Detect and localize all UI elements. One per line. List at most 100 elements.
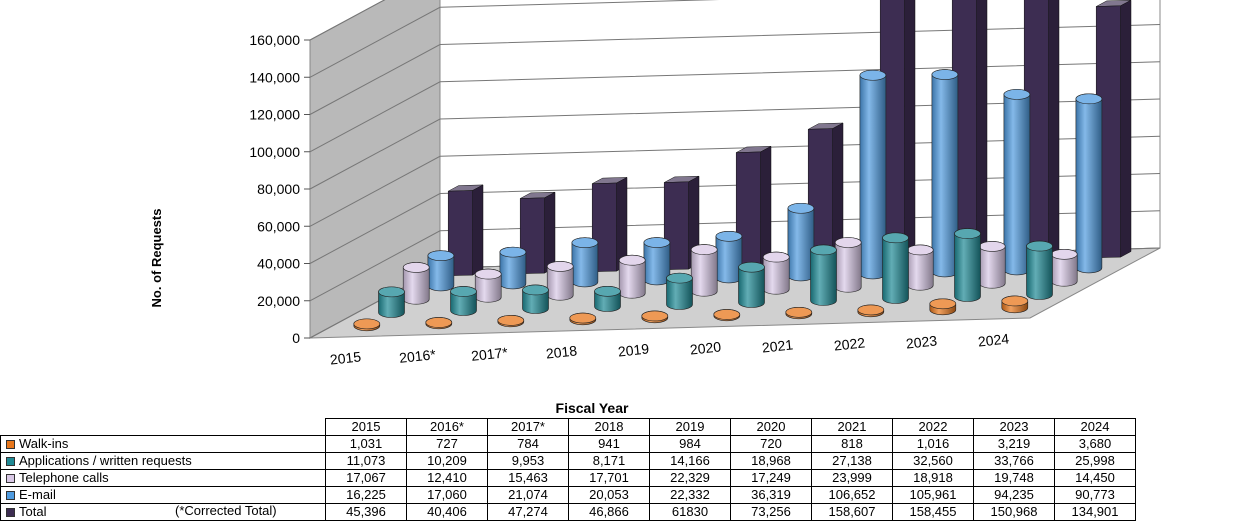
table-cell: 18,968 [730, 452, 812, 470]
bar-front [519, 197, 545, 274]
bar-cap [929, 298, 957, 310]
bar-e-mail [787, 202, 815, 282]
bar-side [904, 0, 916, 264]
bar-walk-ins [425, 317, 453, 330]
bar-telephone-calls [762, 251, 790, 295]
table-cell: 720 [730, 435, 812, 453]
table-cell: 61830 [649, 503, 731, 521]
table-row: Applications / written requests 11,073 10,… [0, 452, 1136, 470]
table-year-header: 2022 [892, 418, 974, 436]
bar-applications-written-requests [450, 286, 477, 316]
y-tick-label: 0 [292, 330, 300, 346]
bar-total [951, 0, 988, 262]
table-cell: 27,138 [811, 452, 893, 470]
bar-walk-ins [857, 304, 885, 318]
bar-total [807, 122, 844, 266]
table-year-header: 2019 [649, 418, 731, 436]
table-cell: 21,074 [487, 486, 569, 504]
bar-e-mail [859, 69, 887, 280]
bar-cap [425, 317, 453, 328]
y-tick-label: 120,000 [249, 107, 300, 123]
table-cell: 90,773 [1054, 486, 1136, 504]
bar-cap [1050, 248, 1078, 260]
table-year-header: 2018 [568, 418, 650, 436]
table-cell: 46,866 [568, 503, 650, 521]
x-category-label: 2020 [689, 338, 722, 357]
table-cell: 18,918 [892, 469, 974, 487]
table-cell: 36,319 [730, 486, 812, 504]
bar-cap [1026, 240, 1053, 252]
table-cell: 984 [649, 435, 731, 453]
x-category-label: 2021 [761, 336, 794, 355]
table-row: E-mail 16,225 17,060 21,074 20,053 22,332 36,3… [0, 486, 1136, 504]
bar-cap [906, 244, 934, 256]
bar-cap [594, 285, 621, 297]
bar-applications-written-requests [738, 261, 765, 308]
table-cell: 158,455 [892, 503, 974, 521]
series-label: E-mail [0, 486, 326, 504]
gridline [309, 210, 1161, 302]
bar-cap [450, 286, 477, 297]
table-cell: 134,901 [1054, 503, 1136, 521]
table-cell: 105,961 [892, 486, 974, 504]
bar-cap [1001, 295, 1029, 307]
table-year-header: 2015 [325, 418, 407, 436]
bar-cap [785, 306, 813, 318]
bar-cap [569, 312, 597, 324]
bar-cap [474, 268, 502, 280]
bar-side [760, 145, 772, 268]
y-axis-title: No. of Requests [149, 209, 164, 308]
y-tick-label: 60,000 [257, 218, 300, 234]
legend-swatch [6, 440, 15, 450]
bar-cap [787, 202, 815, 214]
bar-telephone-calls [978, 241, 1006, 289]
bar-applications-written-requests [954, 228, 981, 302]
table-cell: 33,766 [973, 452, 1055, 470]
x-category-label: 2023 [905, 332, 938, 351]
gridline [309, 173, 1161, 264]
bar-applications-written-requests [882, 232, 909, 304]
table-cell: 32,560 [892, 452, 974, 470]
bar-telephone-calls [906, 244, 934, 291]
table-cell: 1,031 [325, 435, 407, 453]
table-cell: 10,209 [406, 452, 488, 470]
bar-walk-ins [785, 306, 813, 320]
bar-walk-ins [353, 318, 381, 332]
data-table: 2015 2016* 2017* 2018 2019 2020 2021 2022 2023 20… [0, 418, 1136, 521]
table-cell: 73,256 [730, 503, 812, 521]
bar-body [787, 202, 815, 282]
table-cell: 19,748 [973, 469, 1055, 487]
x-category-label: 2019 [617, 340, 650, 359]
bar-cap [666, 272, 693, 284]
bar-cap [546, 261, 574, 272]
table-cell: 8,171 [568, 452, 650, 470]
bar-walk-ins [641, 310, 669, 324]
bar-e-mail [715, 231, 743, 284]
bar-cap [738, 261, 765, 273]
table-year-header: 2021 [811, 418, 893, 436]
table-cell: 47,274 [487, 503, 569, 521]
chart-3d-bar: 0 20,000 40,000 60,000 80,000 100,000 120,000 1… [149, 0, 1161, 416]
chart-bars [353, 0, 1132, 332]
bar-side [1120, 0, 1132, 258]
bar-total [663, 175, 700, 270]
x-category-label: 2024 [977, 330, 1010, 349]
y-axis-ticks: 0 20,000 40,000 60,000 80,000 100,000 120,000 1… [249, 32, 310, 346]
table-cell: 818 [811, 435, 893, 453]
table-cell: 14,450 [1054, 469, 1136, 487]
table-cell: 11,073 [325, 452, 407, 470]
table-cell: 12,410 [406, 469, 488, 487]
series-name: Applications / written requests [19, 453, 192, 468]
bar-cap [715, 231, 743, 242]
bar-body [882, 232, 909, 304]
table-cell: 3,219 [973, 435, 1055, 453]
table-cell: 727 [406, 435, 488, 453]
x-category-label: 2018 [545, 342, 578, 361]
bar-side [544, 191, 556, 274]
bar-telephone-calls [474, 268, 502, 303]
bar-e-mail [571, 237, 599, 288]
bar-cap [402, 262, 430, 273]
series-label: Walk-ins [0, 435, 326, 453]
bar-total [519, 191, 556, 274]
table-cell: 3,680 [1054, 435, 1136, 453]
